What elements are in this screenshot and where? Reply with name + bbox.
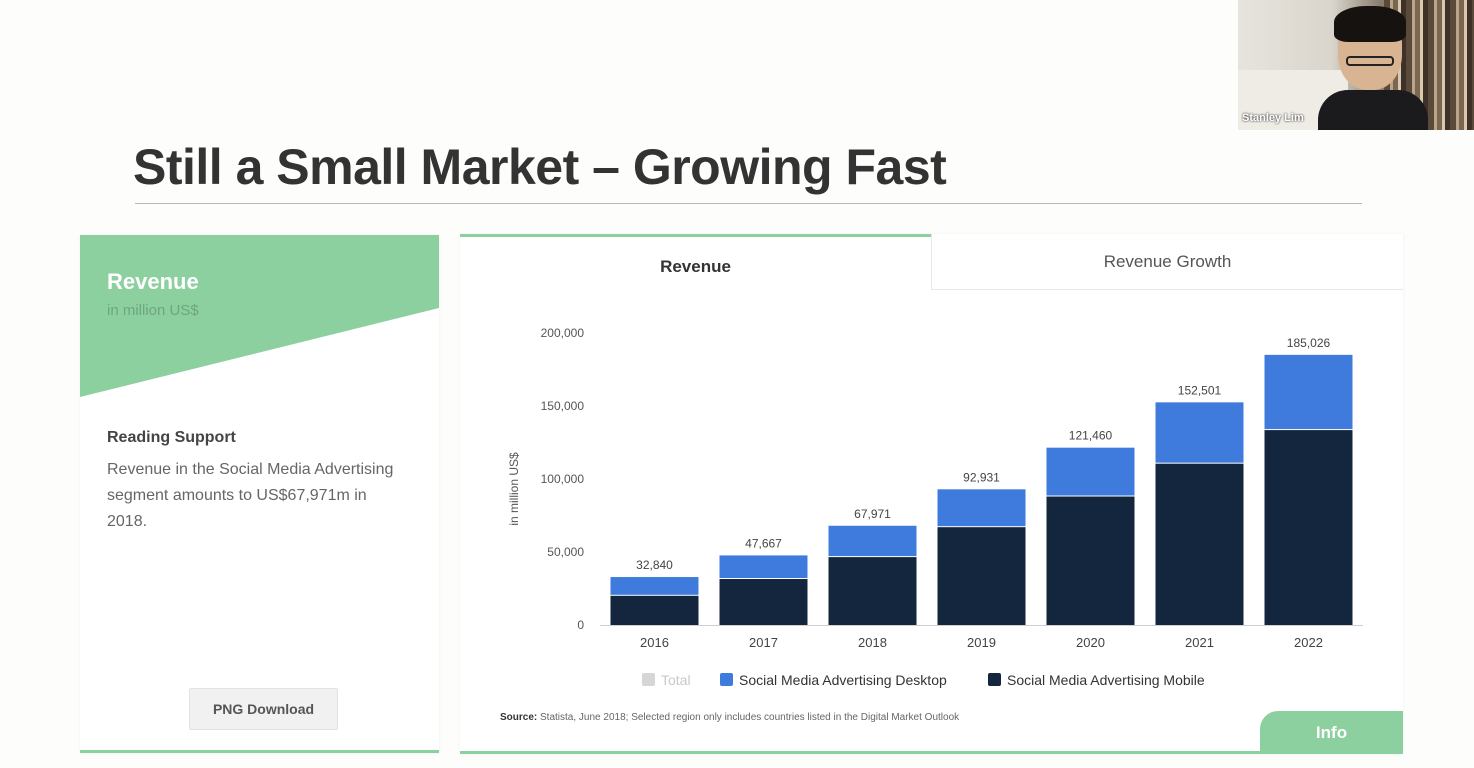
title-divider — [135, 203, 1362, 204]
revenue-chart: 0 50,000 100,000 150,000 200,000 in million U… — [507, 326, 1363, 650]
participant-name: Stanley Lim — [1242, 112, 1304, 124]
reading-support-text: Revenue in the Social Media Advertising … — [107, 461, 394, 530]
source-label: Source: — [500, 712, 538, 723]
legend-total-swatch — [642, 673, 655, 686]
x-tick-label: 2022 — [1294, 635, 1323, 650]
revenue-info-card: Revenue in million US$ Reading Support R… — [80, 235, 439, 753]
bar-desktop[interactable] — [719, 555, 808, 579]
x-tick-label: 2018 — [858, 635, 887, 650]
legend-total-label: Total — [661, 672, 691, 688]
bar-desktop[interactable] — [828, 525, 917, 557]
info-button[interactable]: Info — [1260, 711, 1403, 754]
legend-total[interactable]: Total — [642, 671, 691, 689]
bar-desktop[interactable] — [1046, 447, 1135, 496]
y-tick-label: 0 — [577, 618, 584, 632]
card-header-band — [80, 235, 439, 397]
bar-mobile[interactable] — [610, 595, 699, 625]
source-text: Statista, June 2018; Selected region onl… — [540, 712, 960, 723]
y-tick-label: 50,000 — [547, 545, 584, 559]
bar-total-label: 67,971 — [854, 507, 891, 521]
bar-total-label: 121,460 — [1069, 429, 1113, 443]
x-tick-label: 2021 — [1185, 635, 1214, 650]
bar-total-label: 152,501 — [1178, 383, 1222, 397]
y-axis-label: in million US$ — [507, 452, 521, 526]
legend-mobile-label: Social Media Advertising Mobile — [1007, 672, 1205, 688]
bar-mobile[interactable] — [937, 527, 1026, 625]
x-tick-label: 2020 — [1076, 635, 1105, 650]
legend-desktop-label: Social Media Advertising Desktop — [739, 672, 947, 688]
participant-glasses — [1346, 56, 1394, 66]
legend-mobile-swatch — [988, 673, 1001, 686]
bar-total-label: 185,026 — [1287, 336, 1331, 350]
chart-source: Source: Statista, June 2018; Selected re… — [500, 712, 959, 723]
bar-desktop[interactable] — [1155, 402, 1244, 463]
chart-card: Revenue Revenue Growth 0 50,000 100,000 150… — [460, 234, 1403, 754]
x-tick-label: 2016 — [640, 635, 669, 650]
bar-desktop[interactable] — [1264, 354, 1353, 430]
bar-mobile[interactable] — [719, 579, 808, 625]
x-tick-label: 2017 — [749, 635, 778, 650]
y-tick-label: 100,000 — [541, 472, 585, 486]
bar-total-label: 47,667 — [745, 536, 782, 550]
legend-mobile[interactable]: Social Media Advertising Mobile — [988, 671, 1205, 689]
tab-revenue-growth[interactable]: Revenue Growth — [931, 234, 1403, 290]
bar-total-label: 92,931 — [963, 470, 1000, 484]
slide-title: Still a Small Market – Growing Fast — [133, 139, 947, 195]
card-title: Revenue — [107, 269, 199, 294]
bar-mobile[interactable] — [1264, 430, 1353, 625]
reading-support-title: Reading Support — [107, 429, 236, 446]
bar-total-label: 32,840 — [636, 558, 673, 572]
bar-desktop[interactable] — [937, 489, 1026, 527]
participant-body — [1318, 90, 1428, 130]
bar-mobile[interactable] — [828, 557, 917, 625]
bar-desktop[interactable] — [610, 577, 699, 595]
x-tick-label: 2019 — [967, 635, 996, 650]
bar-mobile[interactable] — [1155, 463, 1244, 625]
y-tick-label: 150,000 — [541, 399, 585, 413]
y-tick-label: 200,000 — [541, 326, 585, 340]
tab-revenue[interactable]: Revenue — [460, 234, 931, 290]
participant-hair — [1334, 6, 1406, 42]
video-tile: Stanley Lim — [1238, 0, 1474, 130]
bar-mobile[interactable] — [1046, 496, 1135, 625]
png-download-button[interactable]: PNG Download — [189, 688, 338, 730]
legend-desktop[interactable]: Social Media Advertising Desktop — [720, 671, 947, 689]
legend-desktop-swatch — [720, 673, 733, 686]
card-subtitle: in million US$ — [107, 302, 199, 319]
